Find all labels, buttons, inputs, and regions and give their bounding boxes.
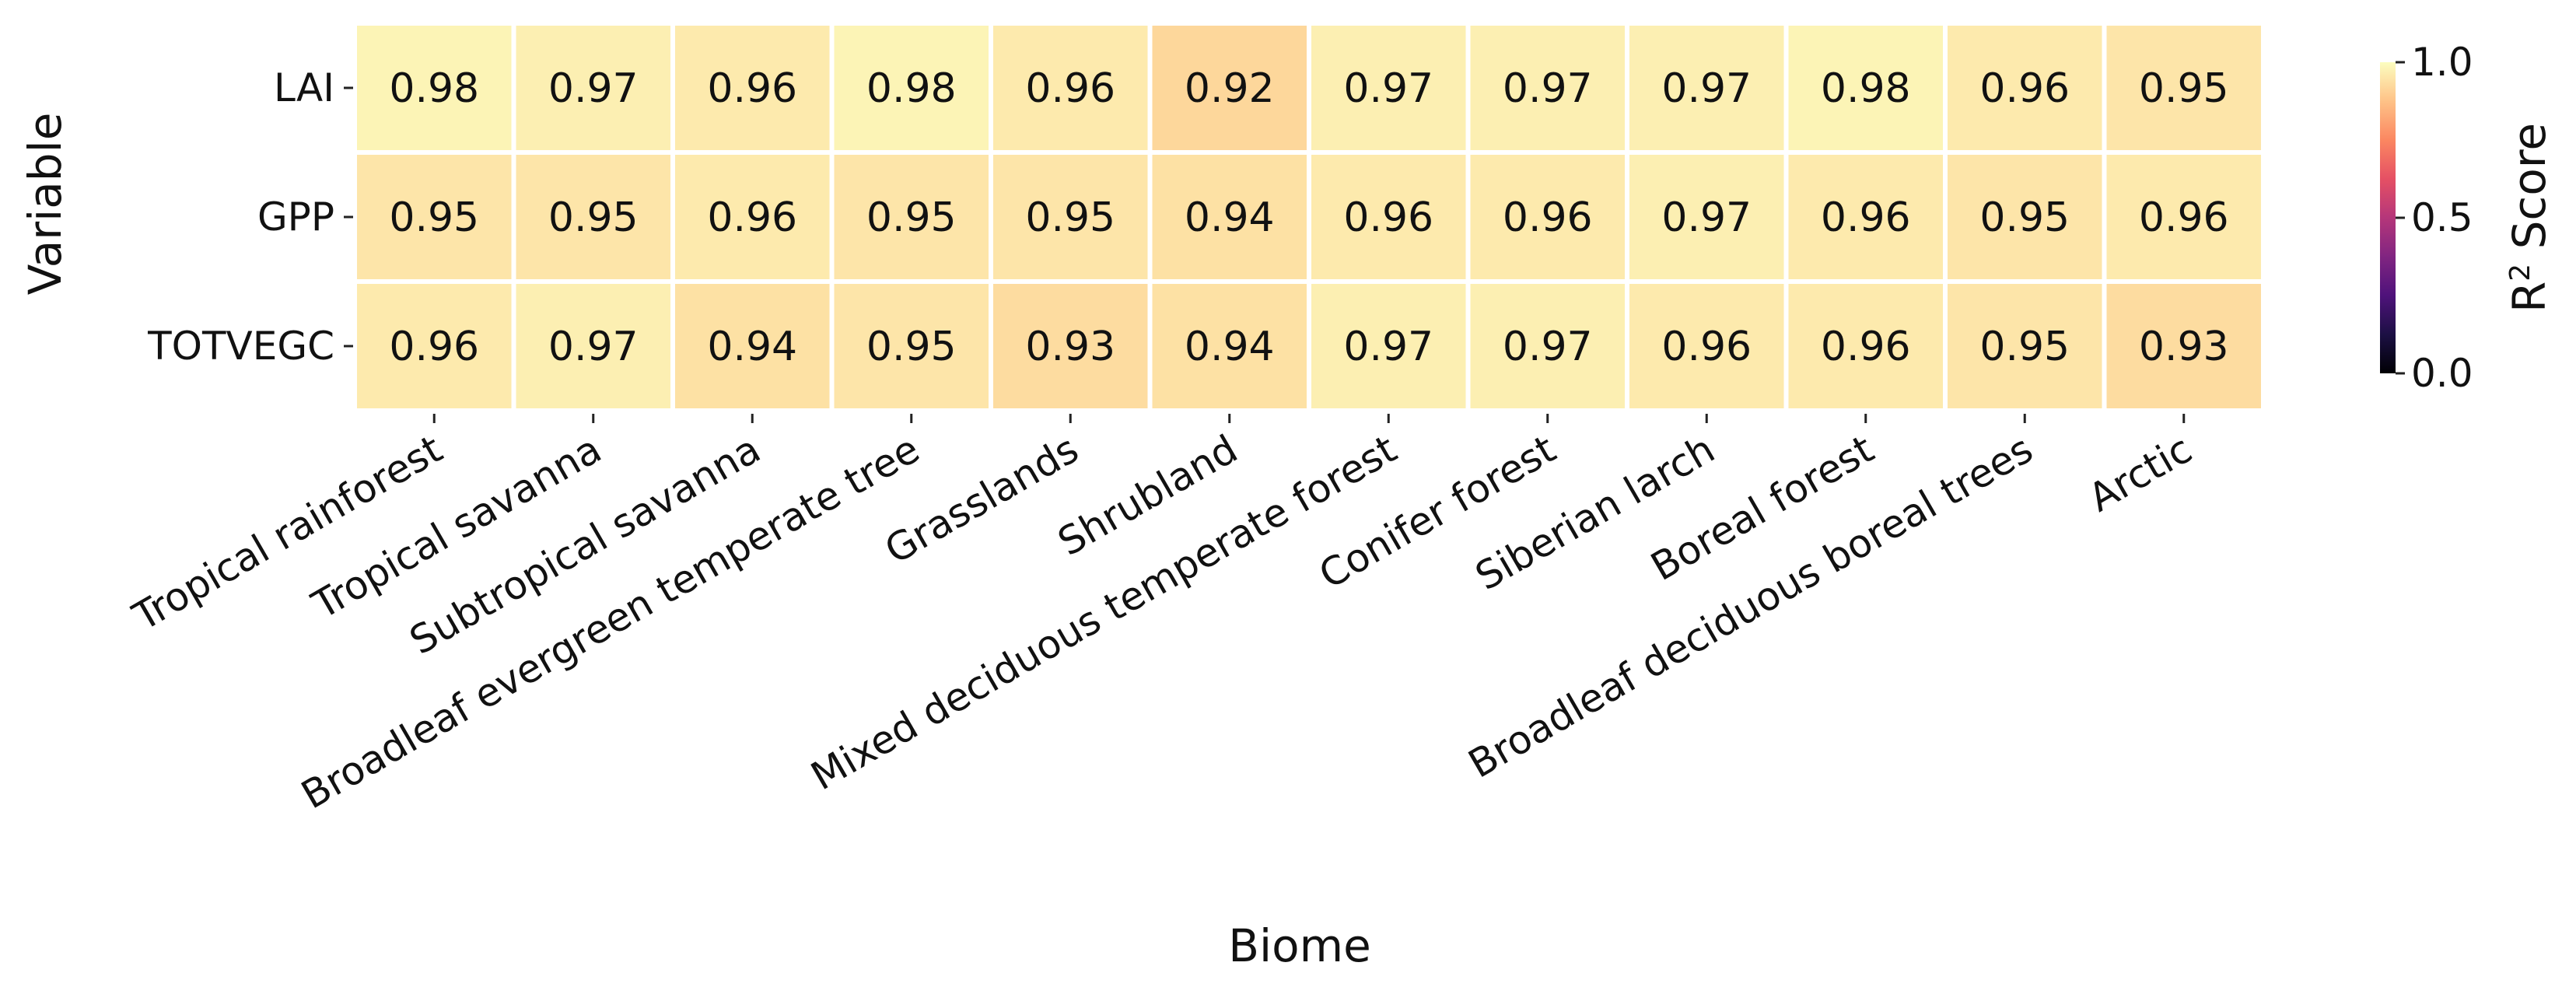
y-axis-title: Variable (19, 113, 72, 296)
heatmap-cell (829, 279, 993, 413)
cell-value-label: 0.96 (1661, 324, 1752, 370)
cell-value-label: 0.97 (548, 65, 639, 112)
cell-value-label: 0.93 (1025, 324, 1115, 370)
heatmap-cell (670, 279, 835, 413)
heatmap-cell (1465, 150, 1629, 284)
colorbar: 0.0 0.5 1.0 R2 Score (2380, 40, 2556, 396)
heatmap-cell (989, 279, 1153, 413)
cell-value-label: 0.98 (389, 65, 479, 112)
cell-value-label: 0.95 (389, 194, 479, 241)
cell-value-label: 0.97 (1661, 194, 1752, 241)
heatmap-cell (1783, 150, 1948, 284)
cell-value-label: 0.95 (1025, 194, 1115, 241)
heatmap-cell (1625, 150, 1789, 284)
cell-value-label: 0.96 (1821, 194, 1911, 241)
colorbar-title: R2 Score (2503, 123, 2556, 313)
cell-value-label: 0.98 (866, 65, 957, 112)
cell-value-label: 0.97 (1343, 324, 1433, 370)
heatmap-cell (1307, 279, 1471, 413)
colorbar-title-rest: Score (2503, 123, 2556, 264)
y-tick-label: GPP (257, 194, 334, 240)
heatmap-cell (1943, 279, 2107, 413)
cell-value-label: 0.95 (1979, 324, 2070, 370)
cell-value-label: 0.97 (1343, 65, 1433, 112)
cell-value-label: 0.96 (1025, 65, 1115, 112)
cell-value-label: 0.94 (1185, 324, 1275, 370)
heatmap-cell (2102, 279, 2266, 413)
colorbar-tick-label: 0.0 (2411, 351, 2473, 396)
cell-value-label: 0.97 (1503, 65, 1593, 112)
colorbar-gradient (2380, 62, 2396, 373)
heatmap-cell (352, 21, 516, 155)
cell-value-label: 0.95 (866, 194, 957, 241)
x-axis-title: Biome (1228, 919, 1371, 972)
colorbar-tick-label: 0.5 (2411, 195, 2473, 240)
heatmap-cell (829, 150, 993, 284)
y-tick-label: TOTVEGC (147, 324, 334, 369)
heatmap-cell (2102, 21, 2266, 155)
cell-value-label: 0.92 (1185, 65, 1275, 112)
cell-value-label: 0.96 (1503, 194, 1593, 241)
cell-value-label: 0.97 (1661, 65, 1752, 112)
heatmap-cell (2102, 150, 2266, 284)
cell-value-label: 0.94 (1185, 194, 1275, 241)
cell-value-label: 0.97 (1503, 324, 1593, 370)
colorbar-ticks: 0.0 0.5 1.0 (2396, 40, 2473, 396)
cell-value-label: 0.95 (548, 194, 639, 241)
colorbar-title-base: R (2503, 282, 2556, 313)
heatmap-cell (1783, 21, 1948, 155)
heatmap-value-labels: 0.98 0.97 0.96 0.98 0.96 0.92 0.97 0.97 0.97 0.98… (389, 65, 2228, 370)
heatmap-cell (1943, 150, 2107, 284)
cell-value-label: 0.96 (1343, 194, 1433, 241)
x-tick-label: Broadleaf deciduous boreal trees (1461, 426, 2040, 787)
heatmap-cell (1465, 21, 1629, 155)
heatmap-cell (511, 150, 675, 284)
cell-value-label: 0.96 (1821, 324, 1911, 370)
cell-value-label: 0.95 (1979, 194, 2070, 241)
heatmap-cell (352, 279, 516, 413)
cell-value-label: 0.95 (866, 324, 957, 370)
cell-value-label: 0.97 (548, 324, 639, 370)
colorbar-tick-label: 1.0 (2411, 40, 2473, 85)
cell-value-label: 0.96 (1979, 65, 2070, 112)
y-tick-label: LAI (274, 65, 334, 110)
heatmap-cell (1783, 279, 1948, 413)
heatmap-cell (989, 150, 1153, 284)
colorbar-title-sup: 2 (2504, 264, 2536, 282)
cell-value-label: 0.96 (2139, 194, 2229, 241)
heatmap-cell (1307, 150, 1471, 284)
x-tick-label: Arctic (2081, 426, 2200, 520)
heatmap-cell (1147, 21, 1311, 155)
y-axis-ticks: LAI GPP TOTVEGC (147, 65, 353, 369)
cell-value-label: 0.96 (707, 194, 797, 241)
cell-value-label: 0.96 (389, 324, 479, 370)
cell-value-label: 0.95 (2139, 65, 2229, 112)
cell-value-label: 0.93 (2139, 324, 2229, 370)
cell-value-label: 0.96 (707, 65, 797, 112)
heatmap-cell (511, 21, 675, 155)
heatmap-cells (352, 21, 2266, 413)
cell-value-label: 0.98 (1821, 65, 1911, 112)
cell-value-label: 0.94 (707, 324, 797, 370)
